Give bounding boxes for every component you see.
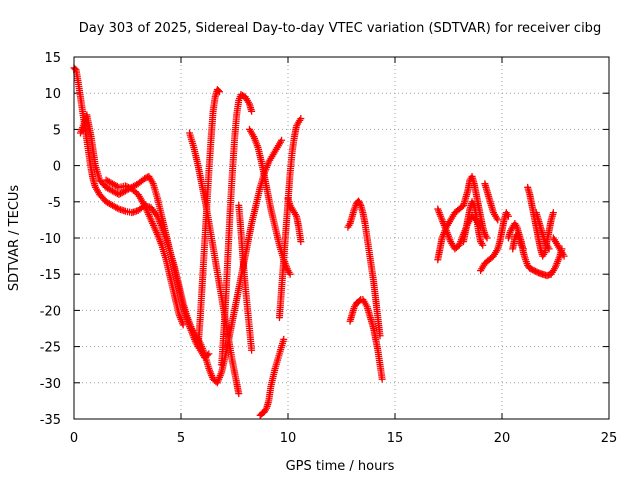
y-tick-label: -20: [40, 304, 61, 319]
data-point: [494, 216, 502, 224]
data-point: [356, 200, 364, 208]
data-point: [179, 321, 187, 329]
series-arc-9: [284, 194, 305, 246]
data-point: [235, 390, 243, 398]
chart-title: Day 303 of 2025, Sidereal Day-to-day VTE…: [79, 21, 601, 36]
data-point: [205, 350, 213, 358]
y-tick-label: -30: [40, 377, 61, 392]
y-tick-label: -5: [48, 196, 61, 211]
x-tick-label: 5: [177, 431, 185, 446]
x-tick-label: 15: [387, 431, 404, 446]
series-arc-21: [549, 234, 568, 260]
series-arc-2: [186, 129, 243, 398]
y-tick-label: 10: [44, 87, 61, 102]
data-point: [378, 375, 386, 383]
series-arc-11: [346, 296, 386, 383]
x-tick-label: 20: [494, 431, 511, 446]
data-point: [278, 136, 286, 144]
y-tick-label: -15: [40, 268, 61, 283]
series-arc-5: [235, 201, 256, 354]
series-arc-15: [477, 209, 512, 275]
data-point: [214, 87, 222, 95]
series-arc-1b: [76, 111, 213, 361]
y-tick-label: 0: [53, 160, 61, 175]
series-arc-6: [245, 125, 294, 278]
data-point: [356, 297, 364, 305]
data-point: [248, 107, 256, 115]
x-tick-label: 0: [70, 431, 78, 446]
data-point: [71, 65, 79, 73]
y-tick-label: 5: [53, 123, 61, 138]
series-arc-1c: [102, 176, 187, 329]
data-point: [121, 182, 129, 190]
y-tick-label: -35: [40, 413, 61, 428]
data-point: [286, 270, 294, 278]
data-point: [203, 351, 211, 359]
series-arc-16: [481, 180, 502, 224]
data-point: [113, 204, 121, 212]
data-point: [216, 88, 224, 96]
x-tick-label: 10: [280, 431, 297, 446]
x-tick-label: 25: [601, 431, 618, 446]
data-point: [125, 183, 133, 191]
series-arc-7: [256, 335, 288, 419]
series-arc-18: [509, 230, 527, 253]
x-axis-label: GPS time / hours: [286, 459, 395, 474]
y-tick-label: 15: [44, 51, 61, 66]
data-point: [123, 183, 131, 191]
data-point: [248, 346, 256, 354]
data-point: [483, 234, 491, 242]
y-tick-label: -10: [40, 232, 61, 247]
data-point: [297, 115, 305, 123]
plot-frame: [73, 56, 610, 420]
axis-ticks: 0 5 10 15 20 25 -35 -30 -25 -20 -15 -10 -5 0 5 10 15: [40, 51, 618, 446]
series-arc-14: [459, 198, 487, 249]
data-point: [280, 335, 288, 343]
data-point: [560, 252, 568, 260]
plot-area: [70, 64, 568, 419]
series-arc-4: [218, 91, 256, 369]
data-point: [519, 245, 527, 253]
data-point: [479, 241, 487, 249]
y-tick-label: -25: [40, 341, 61, 356]
series-arc-10: [344, 197, 384, 340]
data-point: [549, 209, 557, 217]
data-point: [297, 238, 305, 246]
series-arc-8: [275, 115, 305, 322]
data-point: [545, 245, 553, 253]
series-arc-3: [194, 86, 224, 351]
y-axis-label: SDTVAR / TECUs: [7, 185, 22, 292]
series-arc-20: [532, 209, 553, 253]
series-arc-1a: [70, 64, 286, 387]
data-point: [504, 212, 512, 220]
grid: [74, 57, 609, 419]
